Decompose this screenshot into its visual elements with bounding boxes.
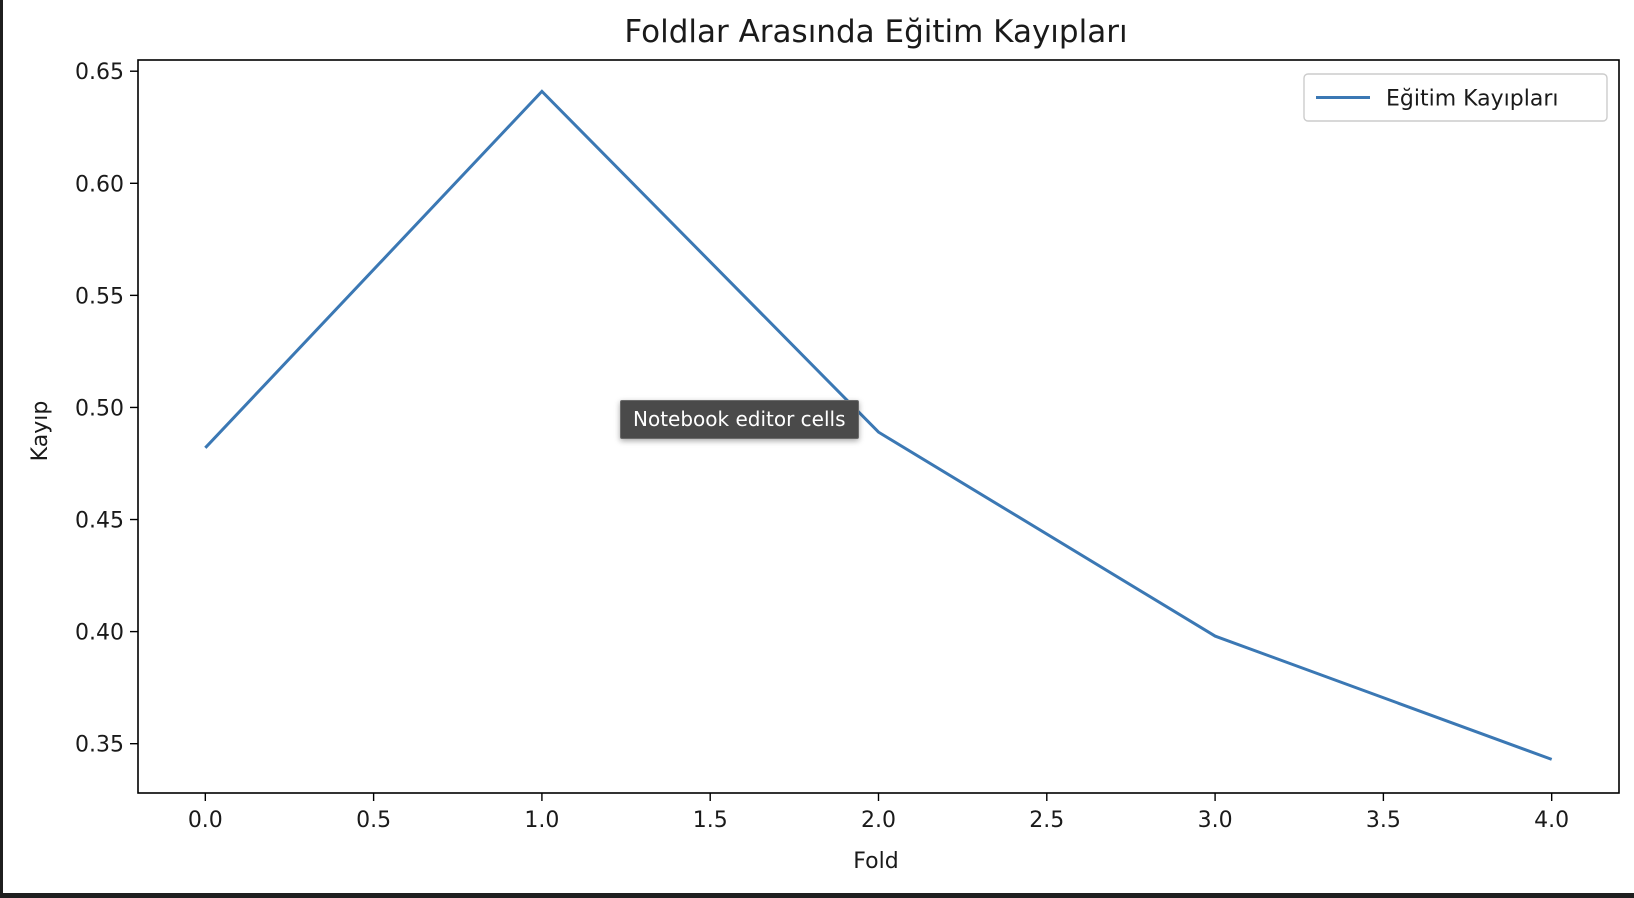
x-tick-label: 1.0: [524, 808, 559, 833]
chart-title: Foldlar Arasında Eğitim Kayıpları: [624, 14, 1127, 50]
y-tick-label: 0.65: [75, 60, 124, 85]
legend: Eğitim Kayıpları: [1303, 73, 1608, 122]
x-axis-label: Fold: [853, 849, 898, 874]
axes: 0.0 0.5 1.0 1.5 2.0 2.5 3.0 3.5 4.0 0.35 0.40 0.45 0…: [75, 59, 1620, 833]
y-axis-label: Kayıp: [28, 401, 53, 462]
legend-label: Eğitim Kayıpları: [1386, 87, 1559, 112]
y-tick-label: 0.55: [75, 284, 124, 309]
y-tick-label: 0.50: [75, 396, 124, 421]
x-tick-label: 3.0: [1198, 808, 1233, 833]
x-tick-label: 3.5: [1366, 808, 1401, 833]
plot-frame: [137, 59, 1620, 794]
x-tick-label: 2.5: [1029, 808, 1064, 833]
y-tick-label: 0.60: [75, 172, 124, 197]
line-chart: 0.0 0.5 1.0 1.5 2.0 2.5 3.0 3.5 4.0 0.35 0.40 0.45 0…: [28, 14, 1620, 874]
x-tick-label: 4.0: [1534, 808, 1569, 833]
y-tick-label: 0.45: [75, 509, 124, 534]
x-tick-label: 0.0: [188, 808, 223, 833]
x-tick-label: 2.0: [861, 808, 896, 833]
notebook-output-frame: 0.0 0.5 1.0 1.5 2.0 2.5 3.0 3.5 4.0 0.35 0.40 0.45 0…: [3, 0, 1634, 893]
y-tick-label: 0.35: [75, 733, 124, 758]
series-line: [204, 89, 1553, 761]
x-tick-label: 1.5: [693, 808, 728, 833]
x-tick-label: 0.5: [356, 808, 391, 833]
tooltip-notebook-editor-cells: Notebook editor cells: [620, 400, 859, 439]
chart-marks: [204, 89, 1553, 761]
legend-box: [1303, 73, 1608, 122]
y-tick-label: 0.40: [75, 621, 124, 646]
